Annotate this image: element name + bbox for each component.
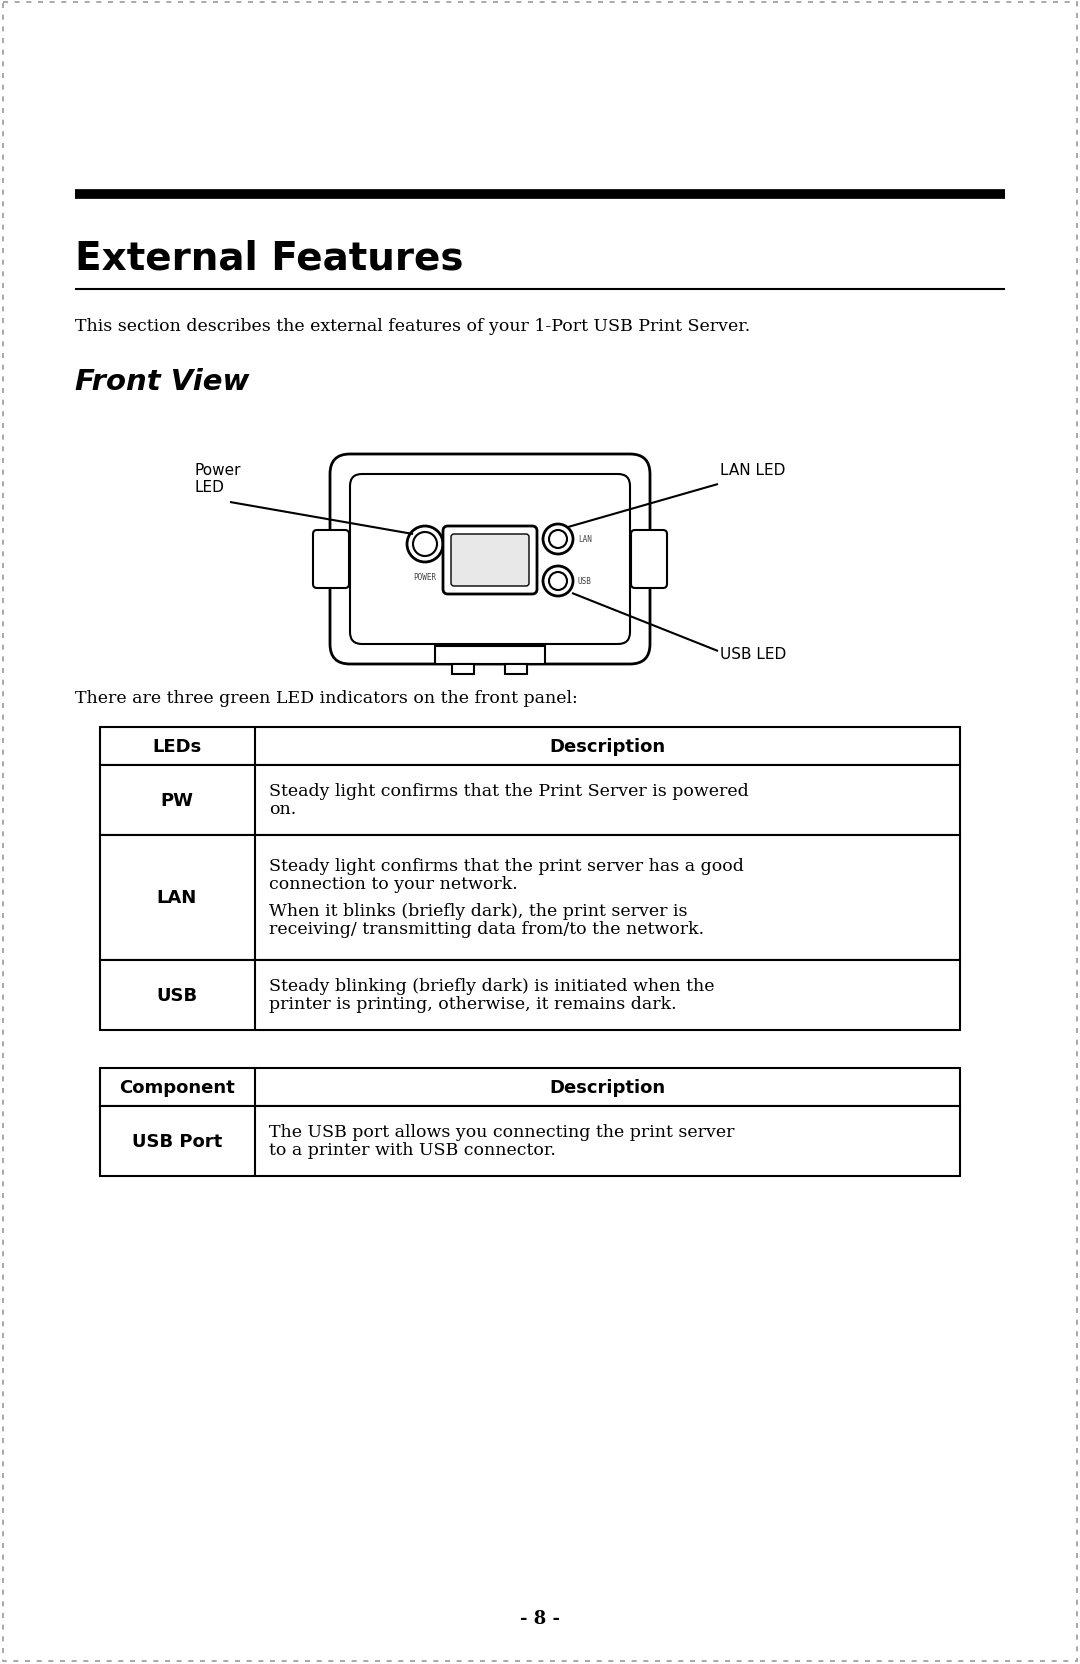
- Text: receiving/ transmitting data from/to the network.: receiving/ transmitting data from/to the…: [269, 920, 704, 937]
- Text: USB LED: USB LED: [720, 647, 786, 662]
- Text: Steady blinking (briefly dark) is initiated when the: Steady blinking (briefly dark) is initia…: [269, 977, 715, 995]
- Text: LAN: LAN: [157, 889, 198, 907]
- Bar: [453, 664, 474, 674]
- Text: LAN LED: LAN LED: [720, 463, 785, 478]
- Bar: [100, 1107, 960, 1176]
- Bar: [100, 727, 960, 765]
- Text: Description: Description: [549, 1078, 665, 1097]
- Text: The USB port allows you connecting the print server: The USB port allows you connecting the p…: [269, 1123, 734, 1140]
- FancyBboxPatch shape: [631, 531, 667, 589]
- FancyBboxPatch shape: [451, 534, 529, 587]
- Text: to a printer with USB connector.: to a printer with USB connector.: [269, 1142, 556, 1158]
- Text: When it blinks (briefly dark), the print server is: When it blinks (briefly dark), the print…: [269, 902, 688, 920]
- Text: This section describes the external features of your 1-Port USB Print Server.: This section describes the external feat…: [75, 318, 751, 334]
- Text: External Features: External Features: [75, 240, 463, 278]
- Text: Steady light confirms that the Print Server is powered: Steady light confirms that the Print Ser…: [269, 782, 748, 799]
- Text: POWER: POWER: [414, 572, 436, 582]
- Text: There are three green LED indicators on the front panel:: There are three green LED indicators on …: [75, 689, 578, 707]
- Text: Steady light confirms that the print server has a good: Steady light confirms that the print ser…: [269, 857, 744, 875]
- Bar: [505, 664, 527, 674]
- Bar: [100, 765, 960, 835]
- Text: Component: Component: [119, 1078, 234, 1097]
- Bar: [100, 835, 960, 960]
- Text: Front View: Front View: [75, 368, 249, 396]
- FancyBboxPatch shape: [313, 531, 349, 589]
- Text: Power
LED: Power LED: [195, 463, 242, 496]
- Text: LEDs: LEDs: [152, 737, 202, 755]
- Text: on.: on.: [269, 800, 296, 817]
- Text: USB: USB: [578, 577, 592, 586]
- Text: - 8 -: - 8 -: [519, 1609, 561, 1627]
- Bar: [100, 960, 960, 1030]
- Bar: [435, 647, 545, 664]
- Bar: [100, 1068, 960, 1107]
- Text: connection to your network.: connection to your network.: [269, 875, 517, 892]
- Text: PW: PW: [161, 792, 193, 809]
- Text: printer is printing, otherwise, it remains dark.: printer is printing, otherwise, it remai…: [269, 995, 677, 1012]
- Text: Description: Description: [549, 737, 665, 755]
- FancyBboxPatch shape: [443, 527, 537, 594]
- FancyBboxPatch shape: [330, 454, 650, 664]
- Text: LAN: LAN: [578, 536, 592, 544]
- FancyBboxPatch shape: [350, 474, 630, 644]
- Text: USB Port: USB Port: [132, 1132, 222, 1150]
- Text: USB: USB: [157, 987, 198, 1005]
